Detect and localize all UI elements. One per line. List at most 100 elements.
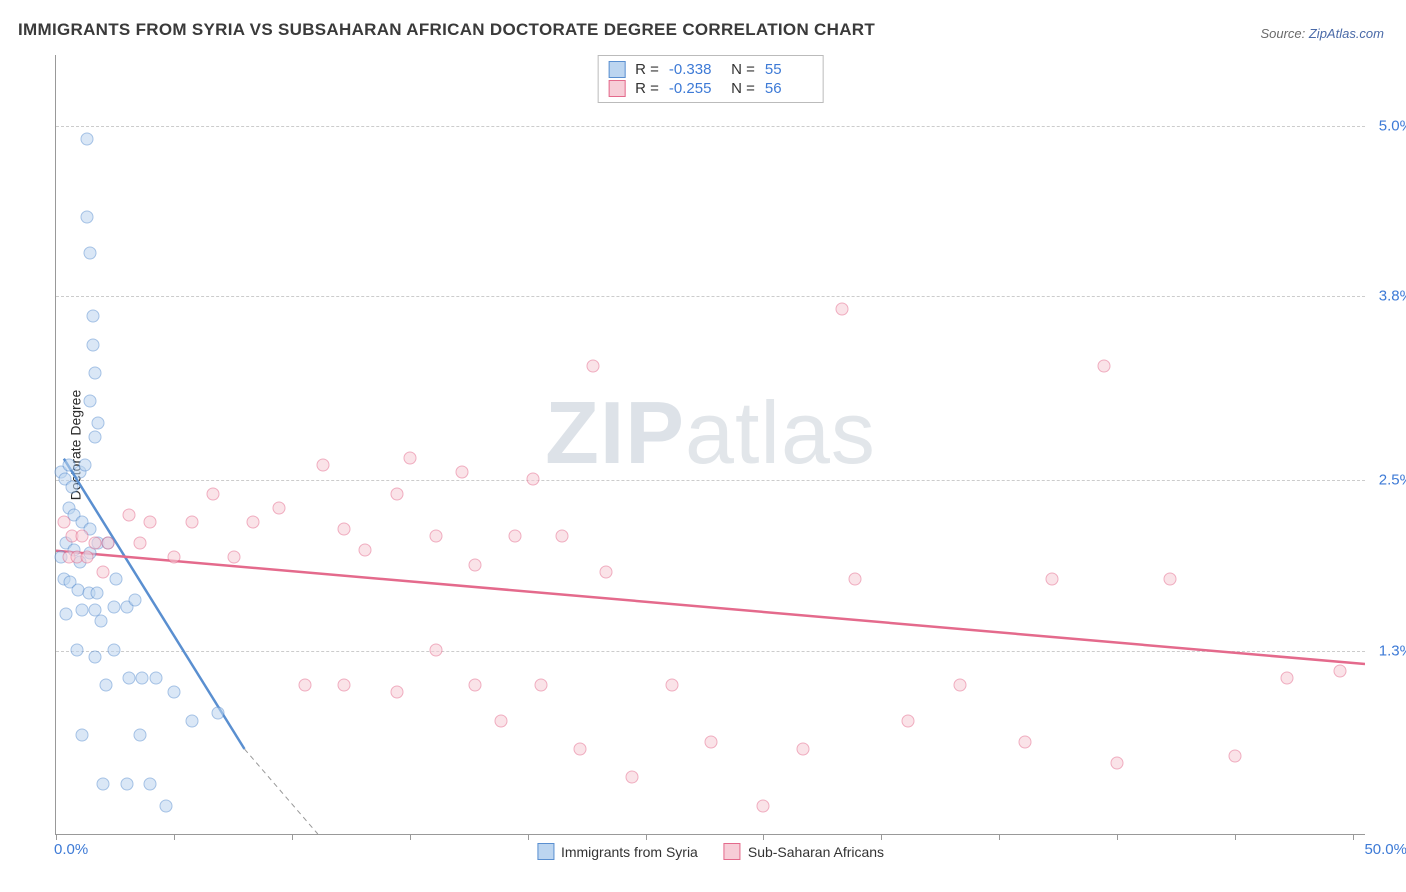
y-tick-label: 2.5% — [1379, 472, 1406, 489]
legend-n-label: N = — [727, 61, 755, 78]
scatter-point — [953, 679, 966, 692]
legend-r-value: -0.255 — [669, 80, 717, 97]
scatter-point — [91, 416, 104, 429]
scatter-point — [167, 551, 180, 564]
scatter-point — [70, 643, 83, 656]
scatter-point — [89, 537, 102, 550]
scatter-point — [429, 643, 442, 656]
scatter-point — [167, 686, 180, 699]
page-title: IMMIGRANTS FROM SYRIA VS SUBSAHARAN AFRI… — [18, 20, 875, 40]
scatter-point — [359, 544, 372, 557]
scatter-point — [136, 672, 149, 685]
scatter-point — [508, 530, 521, 543]
watermark: ZIPatlas — [545, 381, 876, 483]
scatter-point — [495, 714, 508, 727]
x-tick — [1353, 834, 1354, 840]
scatter-point — [1045, 572, 1058, 585]
scatter-point — [1229, 750, 1242, 763]
x-tick — [999, 834, 1000, 840]
series-legend: Immigrants from Syria Sub-Saharan African… — [537, 843, 884, 860]
scatter-point — [246, 516, 259, 529]
scatter-point — [65, 480, 78, 493]
scatter-point — [78, 459, 91, 472]
scatter-point — [901, 714, 914, 727]
scatter-point — [57, 516, 70, 529]
scatter-point — [123, 508, 136, 521]
series-legend-label: Immigrants from Syria — [561, 844, 698, 860]
y-tick-label: 5.0% — [1379, 117, 1406, 134]
x-tick — [646, 834, 647, 840]
scatter-point — [128, 594, 141, 607]
scatter-point — [86, 338, 99, 351]
x-tick — [763, 834, 764, 840]
scatter-point — [317, 459, 330, 472]
scatter-point — [160, 799, 173, 812]
scatter-point — [338, 679, 351, 692]
x-tick — [292, 834, 293, 840]
x-tick — [1117, 834, 1118, 840]
scatter-point — [526, 473, 539, 486]
source-prefix: Source: — [1260, 26, 1308, 41]
legend-swatch — [608, 80, 625, 97]
scatter-point — [89, 650, 102, 663]
scatter-point — [390, 686, 403, 699]
scatter-point — [123, 672, 136, 685]
scatter-point — [76, 728, 89, 741]
legend-r-label: R = — [635, 61, 659, 78]
scatter-point — [272, 501, 285, 514]
scatter-point — [133, 537, 146, 550]
source-link[interactable]: ZipAtlas.com — [1309, 26, 1384, 41]
scatter-point — [403, 452, 416, 465]
grid-line — [56, 480, 1365, 481]
legend-swatch — [537, 843, 554, 860]
legend-n-value: 56 — [765, 80, 813, 97]
scatter-point — [626, 771, 639, 784]
series-legend-item: Sub-Saharan Africans — [724, 843, 884, 860]
scatter-point — [81, 211, 94, 224]
scatter-point — [86, 310, 99, 323]
scatter-point — [1019, 735, 1032, 748]
scatter-point — [84, 246, 97, 259]
watermark-rest: atlas — [685, 382, 876, 481]
trend-lines — [56, 55, 1365, 834]
x-tick — [410, 834, 411, 840]
scatter-point — [102, 537, 115, 550]
watermark-bold: ZIP — [545, 382, 685, 481]
source-label: Source: ZipAtlas.com — [1260, 26, 1384, 41]
scatter-point — [89, 367, 102, 380]
scatter-point — [107, 643, 120, 656]
scatter-point — [76, 603, 89, 616]
scatter-point — [600, 565, 613, 578]
scatter-point — [390, 487, 403, 500]
grid-line — [56, 126, 1365, 127]
scatter-point — [97, 565, 110, 578]
scatter-point — [144, 778, 157, 791]
scatter-point — [1281, 672, 1294, 685]
scatter-point — [298, 679, 311, 692]
scatter-point — [338, 523, 351, 536]
scatter-point — [186, 516, 199, 529]
scatter-point — [574, 742, 587, 755]
scatter-point — [89, 430, 102, 443]
scatter-point — [84, 395, 97, 408]
scatter-point — [212, 707, 225, 720]
chart-area: ZIPatlas Doctorate Degree 0.0% 50.0% R =… — [55, 55, 1365, 835]
scatter-point — [94, 615, 107, 628]
scatter-point — [534, 679, 547, 692]
correlation-legend-row: R =-0.255 N =56 — [608, 79, 813, 98]
scatter-point — [99, 679, 112, 692]
correlation-legend-row: R =-0.338 N =55 — [608, 60, 813, 79]
scatter-point — [469, 558, 482, 571]
legend-r-value: -0.338 — [669, 61, 717, 78]
x-tick — [528, 834, 529, 840]
scatter-point — [456, 466, 469, 479]
scatter-point — [81, 133, 94, 146]
scatter-point — [587, 360, 600, 373]
grid-line — [56, 651, 1365, 652]
scatter-point — [81, 551, 94, 564]
scatter-point — [1111, 757, 1124, 770]
scatter-point — [207, 487, 220, 500]
scatter-point — [144, 516, 157, 529]
scatter-point — [1333, 664, 1346, 677]
scatter-point — [186, 714, 199, 727]
